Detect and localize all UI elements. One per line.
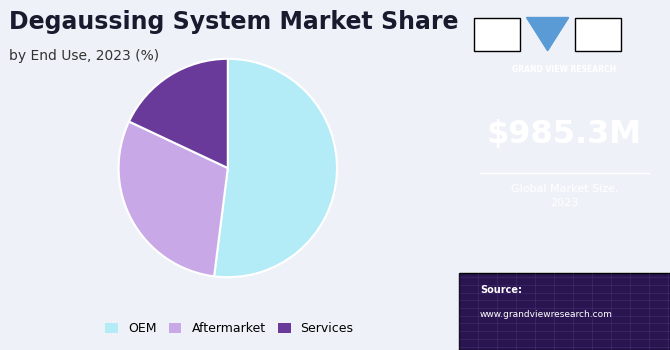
Text: $985.3M: $985.3M [487, 119, 642, 150]
FancyBboxPatch shape [575, 18, 622, 51]
FancyBboxPatch shape [459, 273, 670, 350]
FancyBboxPatch shape [474, 18, 520, 51]
Text: Global Market Size,
2023: Global Market Size, 2023 [511, 184, 618, 208]
Polygon shape [527, 18, 569, 51]
Text: by End Use, 2023 (%): by End Use, 2023 (%) [9, 49, 159, 63]
Wedge shape [214, 59, 337, 277]
Text: Source:: Source: [480, 285, 522, 295]
Text: GRAND VIEW RESEARCH: GRAND VIEW RESEARCH [513, 65, 616, 74]
Text: Degaussing System Market Share: Degaussing System Market Share [9, 10, 459, 35]
Wedge shape [119, 121, 228, 276]
Text: www.grandviewresearch.com: www.grandviewresearch.com [480, 310, 613, 319]
Wedge shape [129, 59, 228, 168]
Legend: OEM, Aftermarket, Services: OEM, Aftermarket, Services [100, 317, 358, 340]
